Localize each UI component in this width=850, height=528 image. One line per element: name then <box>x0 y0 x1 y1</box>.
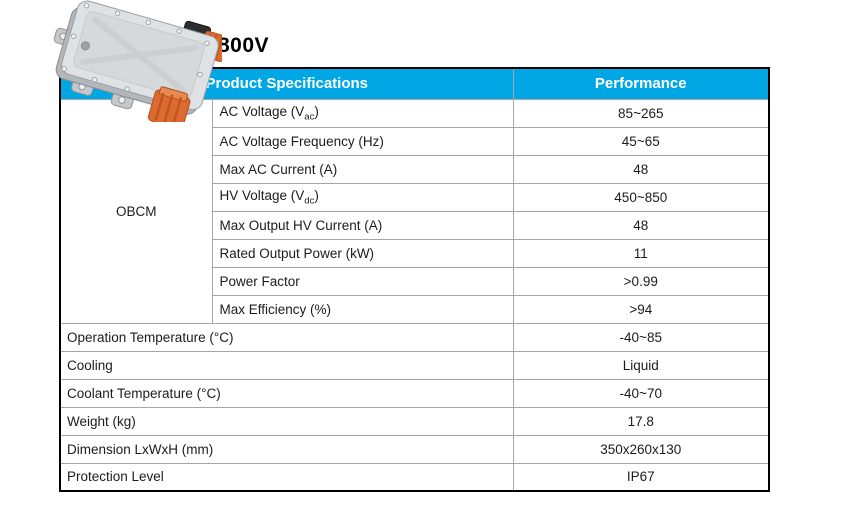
spec-text: ) <box>314 187 319 203</box>
table-row: Operation Temperature (°C) -40~85 <box>59 322 770 352</box>
spec-text: AC Voltage Frequency (Hz) <box>219 133 384 149</box>
spec-text: Max Efficiency (%) <box>219 301 332 317</box>
spec-value: 11 <box>512 238 770 268</box>
spec-label: Max Output HV Current (A) <box>211 210 514 240</box>
table-row: Coolant Temperature (°C) -40~70 <box>59 378 770 408</box>
spec-value: Liquid <box>512 350 770 380</box>
spec-text: ) <box>314 103 319 119</box>
spec-label: AC Voltage Frequency (Hz) <box>211 126 514 156</box>
spec-value: 45~65 <box>512 126 770 156</box>
spec-table: Product Specifications Performance OBCM … <box>59 67 771 492</box>
spec-value: 17.8 <box>512 406 770 436</box>
table-row: HV Voltage (Vdc) 450~850 <box>60 182 770 212</box>
spec-value: -40~70 <box>512 378 770 408</box>
spec-text: Power Factor <box>219 273 300 289</box>
spec-subscript: dc <box>304 195 315 207</box>
spec-value: 48 <box>512 154 770 184</box>
table-row: AC Voltage Frequency (Hz) 45~65 <box>60 126 770 156</box>
spec-value: -40~85 <box>512 322 770 352</box>
row-label: Operation Temperature (°C) <box>59 322 514 352</box>
spec-label: Max Efficiency (%) <box>211 294 514 324</box>
table-row: Cooling Liquid <box>59 350 770 380</box>
header-performance: Performance <box>512 67 770 100</box>
table-row: Dimension LxWxH (mm) 350x260x130 <box>59 434 770 464</box>
spec-value: 48 <box>512 210 770 240</box>
header-product-specifications: Product Specifications <box>59 67 514 100</box>
table-row: Rated Output Power (kW) 11 <box>60 238 770 268</box>
spec-value: 450~850 <box>512 182 770 212</box>
group-label-obcm: OBCM <box>59 98 213 324</box>
spec-label: HV Voltage (Vdc) <box>211 182 514 212</box>
table-row: Power Factor >0.99 <box>60 266 770 296</box>
spec-text: HV Voltage (V <box>219 187 305 203</box>
table-row: OBCM AC Voltage (Vac) 85~265 <box>59 98 770 324</box>
spec-text: Max Output HV Current (A) <box>219 217 383 233</box>
table-row: Protection Level IP67 <box>59 462 770 492</box>
table-header-row: Product Specifications Performance <box>59 67 770 100</box>
spec-label: Max AC Current (A) <box>211 154 514 184</box>
row-label: Protection Level <box>59 462 514 492</box>
row-label: Cooling <box>59 350 514 380</box>
table-row: Max Output HV Current (A) 48 <box>60 210 770 240</box>
spec-value: >0.99 <box>512 266 770 296</box>
spec-label: Power Factor <box>211 266 514 296</box>
spec-subscript: ac <box>304 111 315 123</box>
table-row: Max Efficiency (%) >94 <box>60 294 770 324</box>
spec-value: 85~265 <box>512 98 770 128</box>
page-title: 800V <box>218 34 270 57</box>
row-label: Dimension LxWxH (mm) <box>59 434 514 464</box>
row-label: Weight (kg) <box>59 406 514 436</box>
spec-value: IP67 <box>512 462 770 492</box>
spec-text: Max AC Current (A) <box>219 161 338 177</box>
spec-text: Rated Output Power (kW) <box>219 245 375 261</box>
spec-label: AC Voltage (Vac) <box>211 98 514 128</box>
spec-value: 350x260x130 <box>512 434 770 464</box>
table-row: Weight (kg) 17.8 <box>59 406 770 436</box>
spec-text: AC Voltage (V <box>219 103 305 119</box>
row-label: Coolant Temperature (°C) <box>59 378 514 408</box>
spec-value: >94 <box>512 294 770 324</box>
spec-label: Rated Output Power (kW) <box>211 238 514 268</box>
table-row: Max AC Current (A) 48 <box>60 154 770 184</box>
